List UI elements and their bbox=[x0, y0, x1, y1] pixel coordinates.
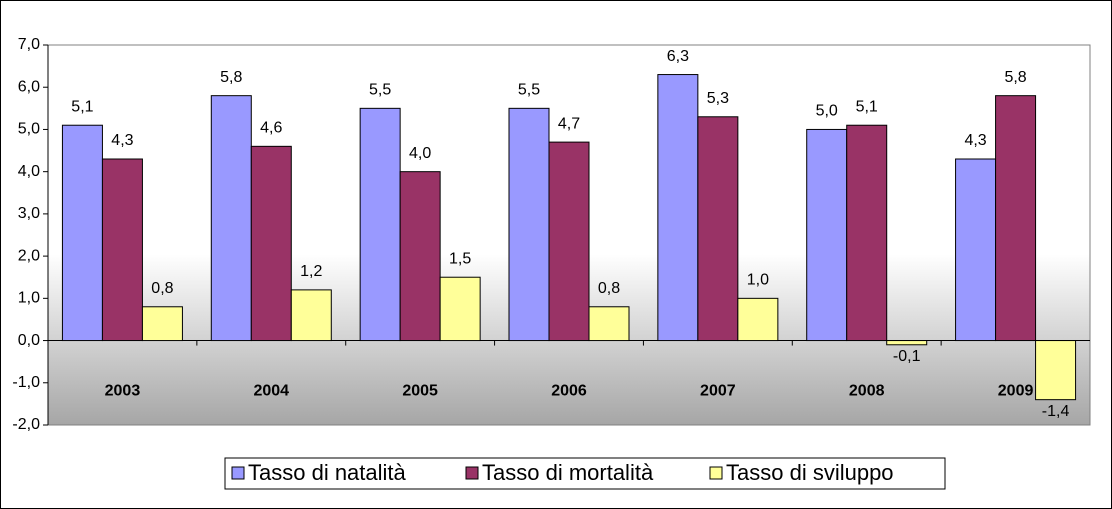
bar bbox=[697, 116, 739, 342]
bar bbox=[250, 145, 292, 342]
data-label: 5,0 bbox=[816, 103, 838, 120]
data-label: -1,4 bbox=[1042, 403, 1070, 420]
bar bbox=[359, 107, 401, 342]
bar bbox=[657, 74, 699, 342]
x-tick-label: 2003 bbox=[105, 382, 141, 399]
bar bbox=[806, 128, 848, 342]
data-label: 4,7 bbox=[558, 115, 580, 132]
data-label: -0,1 bbox=[893, 348, 921, 365]
bar bbox=[995, 95, 1037, 342]
bar bbox=[955, 158, 997, 342]
y-tick-label: 2,0 bbox=[18, 247, 40, 264]
y-tick-label: 4,0 bbox=[18, 163, 40, 180]
x-tick-label: 2009 bbox=[998, 382, 1034, 399]
data-label: 5,8 bbox=[220, 69, 242, 86]
data-label: 6,3 bbox=[667, 48, 689, 65]
legend-swatch bbox=[231, 466, 245, 480]
bar bbox=[588, 306, 630, 342]
x-tick-label: 2005 bbox=[402, 382, 438, 399]
legend-label: Tasso di sviluppo bbox=[726, 460, 894, 485]
y-tick-label: -1,0 bbox=[12, 374, 40, 391]
y-tick-label: 7,0 bbox=[18, 36, 40, 53]
y-tick-label: -2,0 bbox=[12, 416, 40, 433]
data-label: 1,5 bbox=[449, 250, 471, 267]
bar bbox=[210, 95, 252, 342]
bar bbox=[439, 276, 481, 342]
bar bbox=[737, 297, 779, 342]
data-label: 4,3 bbox=[111, 132, 133, 149]
data-label: 4,6 bbox=[260, 120, 282, 137]
bar bbox=[141, 306, 183, 342]
data-label: 5,8 bbox=[1004, 69, 1026, 86]
x-tick-label: 2008 bbox=[849, 382, 885, 399]
legend-swatch bbox=[465, 466, 479, 480]
bar bbox=[61, 124, 103, 342]
y-tick-label: 0,0 bbox=[18, 332, 40, 349]
x-tick-label: 2006 bbox=[551, 382, 587, 399]
legend-label: Tasso di natalità bbox=[248, 460, 407, 485]
data-label: 5,1 bbox=[71, 98, 93, 115]
bar bbox=[846, 124, 888, 342]
bar bbox=[548, 141, 590, 342]
data-label: 5,5 bbox=[518, 82, 540, 99]
legend-label: Tasso di mortalità bbox=[482, 460, 654, 485]
legend-swatch bbox=[709, 466, 723, 480]
data-label: 1,0 bbox=[747, 272, 769, 289]
bar bbox=[101, 158, 143, 342]
data-label: 0,8 bbox=[598, 280, 620, 297]
data-label: 1,2 bbox=[300, 263, 322, 280]
y-tick-label: 5,0 bbox=[18, 121, 40, 138]
x-tick-label: 2007 bbox=[700, 382, 736, 399]
bar bbox=[886, 340, 928, 346]
data-label: 5,5 bbox=[369, 82, 391, 99]
data-label: 4,3 bbox=[964, 132, 986, 149]
y-tick-label: 6,0 bbox=[18, 78, 40, 95]
x-tick-label: 2004 bbox=[253, 382, 289, 399]
legend-box bbox=[224, 457, 946, 490]
bar bbox=[508, 107, 550, 342]
y-tick-label: 3,0 bbox=[18, 205, 40, 222]
bar bbox=[1035, 340, 1077, 401]
data-label: 0,8 bbox=[151, 280, 173, 297]
bar bbox=[399, 171, 441, 342]
data-label: 5,3 bbox=[707, 90, 729, 107]
bar bbox=[290, 289, 332, 342]
y-tick-label: 1,0 bbox=[18, 290, 40, 307]
data-label: 5,1 bbox=[856, 98, 878, 115]
data-label: 4,0 bbox=[409, 145, 431, 162]
